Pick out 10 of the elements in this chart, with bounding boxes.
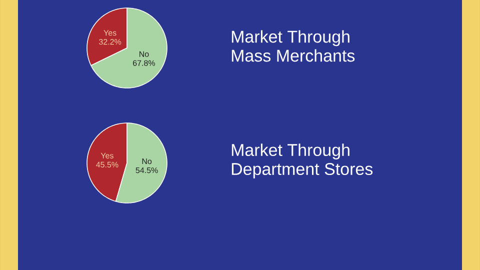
slice-label: No (142, 158, 152, 164)
data-label: 67.8% (133, 60, 156, 66)
data-label: 45.5% (96, 162, 118, 168)
text: Market Through Mass Merchants (232, 30, 355, 62)
slice-label: No (140, 51, 149, 57)
data-label: 32.2% (99, 39, 122, 45)
data-label: 54.5% (136, 167, 158, 174)
text: Market Through Department Stores (232, 144, 373, 178)
slice-label: Yes (104, 30, 116, 36)
slice-label: Yes (100, 152, 114, 158)
